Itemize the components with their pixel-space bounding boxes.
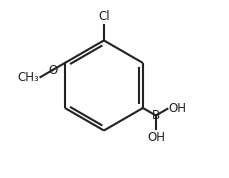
Text: OH: OH (147, 130, 165, 143)
Text: Cl: Cl (98, 10, 110, 23)
Text: B: B (152, 109, 160, 122)
Text: CH₃: CH₃ (17, 71, 39, 84)
Text: O: O (48, 64, 57, 77)
Text: OH: OH (169, 102, 187, 115)
